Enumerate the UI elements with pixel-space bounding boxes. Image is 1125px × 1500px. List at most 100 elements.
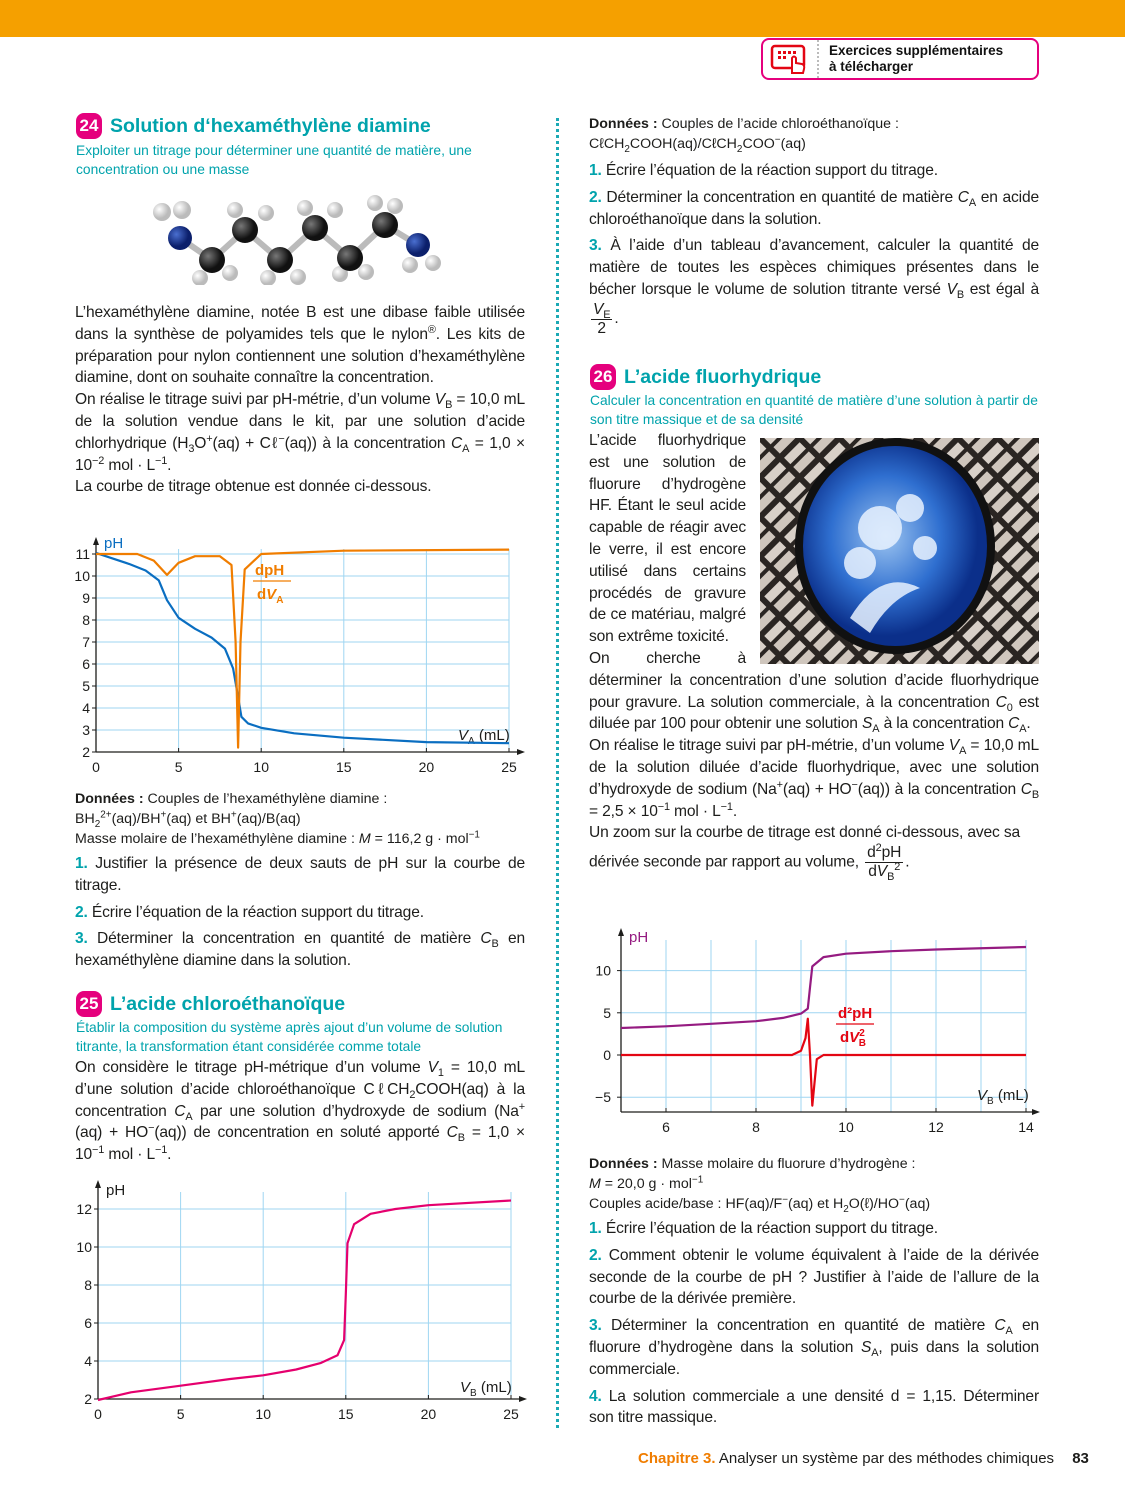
y-tick-label: −5 (595, 1089, 611, 1105)
exercise-title: L’acide chloroéthanoïque (110, 992, 346, 1015)
exercise-number-badge: 26 (590, 364, 616, 390)
chart-3: 6 8 10 12 14 −5 0 5 10 pH VB (mL) d²pH dV2 B (595, 928, 1040, 1135)
question-item: 2. Comment obtenir le volume équivalent … (589, 1246, 1039, 1308)
paragraph: On cherche à déterminer la concentration… (589, 649, 1039, 736)
y-tick-label: 11 (75, 546, 90, 562)
question-item: 3. Déterminer la concentration en quanti… (589, 1317, 1039, 1378)
y-tick-label: 3 (82, 722, 90, 738)
exercise-24-data: Données : Couples de l’hexaméthylène dia… (75, 791, 480, 847)
exercise-number-badge: 24 (76, 113, 102, 139)
y-axis-label: pH (104, 535, 123, 552)
x-tick-label: 15 (338, 1406, 354, 1422)
x-tick-label: 6 (662, 1119, 670, 1135)
y-tick-label: 9 (82, 590, 90, 606)
exercise-25-objective: Établir la composition du système après … (76, 1020, 503, 1054)
series-line-2 (96, 548, 510, 749)
x-axis-label: VB (mL) (977, 1087, 1029, 1107)
y-tick-label: 2 (82, 744, 90, 760)
x-axis-label: VA (mL) (458, 727, 510, 747)
y-tick-label: 10 (76, 1239, 92, 1255)
x-tick-label: 5 (175, 759, 183, 775)
exercise-25-heading: 25 L’acide chloroéthanoïque (76, 991, 345, 1017)
x-tick-label: 0 (92, 759, 100, 775)
question-item: 3. À l’aide d’un tableau d’avancement, c… (589, 237, 1040, 337)
x-tick-label: 10 (838, 1119, 854, 1135)
x-tick-label: 10 (253, 759, 269, 775)
exercise-24-objective: Exploiter un titrage pour déterminer une… (76, 143, 472, 177)
series-line-1 (95, 551, 510, 745)
exercise-26-questions: 1. Écrire l’équation de la réaction supp… (589, 1218, 1039, 1434)
x-tick-label: 12 (928, 1119, 944, 1135)
x-tick-label: 8 (752, 1119, 760, 1135)
molecule-illustration (153, 195, 441, 285)
exercise-24-questions: 1. Justifier la présence de deux sauts d… (75, 853, 525, 977)
question-item: 1. Écrire l’équation de la réaction supp… (589, 1220, 938, 1237)
x-axis-arrow-icon (519, 1396, 527, 1402)
exercise-24-heading: 24 Solution d‘hexaméthylène diamine (76, 113, 431, 139)
y-tick-label: 5 (603, 1005, 611, 1021)
engraved-glass-photo (760, 438, 1039, 664)
paragraph: L’hexaméthylène diamine, notée B est une… (75, 304, 525, 387)
x-tick-label: 25 (501, 759, 517, 775)
download-label-line1: Exercices supplémentaires (829, 43, 1004, 58)
x-axis-arrow-icon (1032, 1109, 1040, 1115)
chart-1: 0 5 10 15 20 25 2 3 4 5 6 7 8 9 10 11 pH VA (mL) dpH dVA (74, 535, 525, 775)
series-line-1 (97, 1199, 512, 1402)
y-tick-label: 6 (84, 1315, 92, 1331)
question-item: 4. La solution commerciale a une densité… (589, 1387, 1039, 1427)
y-tick-label: 10 (74, 568, 90, 584)
x-tick-label: 10 (255, 1406, 271, 1422)
paragraph: On réalise le titrage suivi par pH-métri… (75, 391, 525, 474)
y-tick-label: 5 (82, 678, 90, 694)
top-accent-bar (0, 0, 1125, 37)
question-item: 3. Déterminer la concentration en quanti… (75, 930, 525, 970)
question-item: 1. Écrire l’équation de la réaction supp… (589, 162, 938, 179)
chapter-label: Chapitre 3. (638, 1450, 716, 1467)
question-item: 2. Déterminer la concentration en quanti… (589, 188, 1039, 228)
y-axis-arrow-icon (95, 1180, 101, 1188)
x-tick-label: 15 (336, 759, 352, 775)
exercise-25-data: Données : Couples de l’acide chloroéthan… (589, 116, 899, 155)
x-tick-label: 20 (419, 759, 435, 775)
page-footer: Chapitre 3. Analyser un système par des … (638, 1450, 1089, 1467)
paragraph: La courbe de titrage obtenue est donnée … (75, 478, 432, 496)
series-line-1 (620, 945, 1027, 1030)
y-tick-label: 4 (82, 700, 90, 716)
exercise-26-data: Données : Masse molaire du fluorure d’hy… (589, 1156, 931, 1215)
exercise-24-statement: L’hexaméthylène diamine, notée B est une… (75, 302, 525, 498)
x-tick-label: 14 (1018, 1119, 1034, 1135)
download-extra-exercises-button[interactable]: Exercices supplémentaires à télécharger (761, 38, 1039, 80)
y-axis-label: pH (106, 1182, 125, 1199)
x-tick-label: 20 (421, 1406, 437, 1422)
y-tick-label: 6 (82, 656, 90, 672)
paragraph: On réalise le titrage suivi par pH-métri… (589, 737, 1040, 820)
exercise-title: Solution d‘hexaméthylène diamine (110, 114, 431, 137)
x-axis-arrow-icon (517, 749, 525, 755)
x-tick-label: 25 (503, 1406, 519, 1422)
question-item: 1. Justifier la présence de deux sauts d… (75, 855, 525, 894)
exercise-26-heading: 26 L’acide fluorhydrique (590, 364, 821, 390)
y-axis-arrow-icon (618, 928, 624, 936)
chart-2: 0 5 10 15 20 25 2 4 6 8 10 12 pH VB (mL) (76, 1180, 527, 1422)
y-tick-label: 8 (84, 1277, 92, 1293)
y-tick-label: 2 (84, 1391, 92, 1407)
exercise-number-badge: 25 (76, 991, 102, 1017)
x-tick-label: 5 (177, 1406, 185, 1422)
y-tick-label: 10 (595, 963, 611, 979)
svg-text:d²pH: d²pH (838, 1005, 872, 1022)
series-line-2 (621, 1017, 1026, 1107)
y-axis-label: pH (629, 929, 648, 946)
question-item: 2. Écrire l’équation de la réaction supp… (75, 903, 424, 921)
exercise-26-objective: Calculer la concentration en quantité de… (590, 393, 1038, 427)
svg-text:dpH: dpH (255, 562, 284, 579)
paragraph: L’acide fluorhydrique est une solution d… (589, 432, 746, 646)
y-tick-label: 0 (603, 1047, 611, 1063)
download-label-line2: à télécharger (829, 59, 914, 74)
touch-screen-icon (763, 40, 819, 78)
page-number: 83 (1072, 1450, 1089, 1467)
exercise-25-questions: 1. Écrire l’équation de la réaction supp… (589, 160, 1039, 343)
y-tick-label: 7 (82, 634, 90, 650)
paragraph: Un zoom sur la courbe de titrage est don… (589, 824, 1021, 884)
